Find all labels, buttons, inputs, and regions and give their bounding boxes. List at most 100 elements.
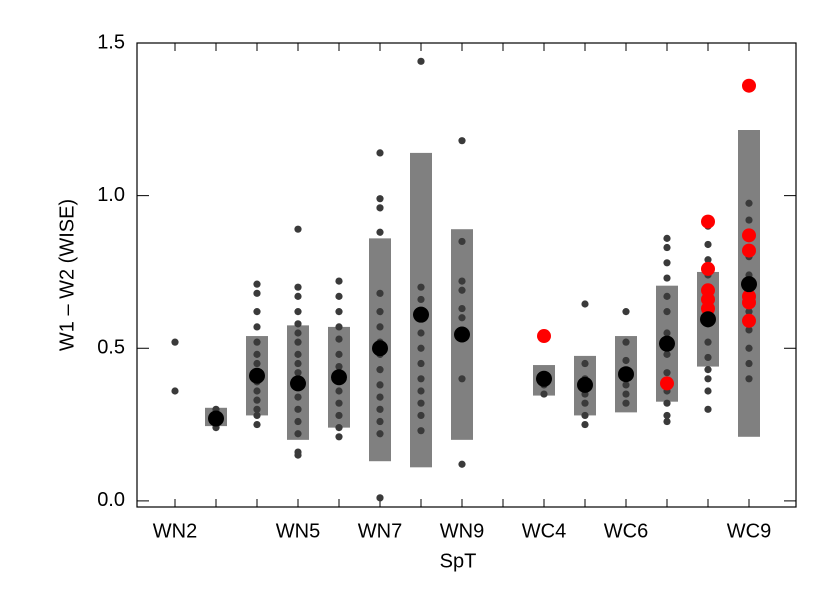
star-point [376,366,384,374]
star-point [663,259,671,267]
star-point [704,338,712,346]
star-point [253,338,261,346]
star-point [663,234,671,242]
highlight-point [701,261,715,276]
star-point [663,369,671,377]
star-point [704,405,712,413]
star-point [294,329,302,337]
star-point [253,420,261,429]
star-point [417,283,425,291]
mean-point [331,369,347,386]
star-point [335,323,343,331]
star-point [663,308,671,316]
star-point [745,359,753,368]
y-tick-label: 0.5 [97,337,125,359]
star-point [417,411,425,420]
plot-frame [136,42,797,508]
star-point [581,411,589,420]
star-point [294,308,302,316]
x-tick-label: WN7 [358,520,402,542]
star-point [294,369,302,377]
mean-point [700,311,716,328]
star-point [458,460,466,468]
star-point [663,274,671,282]
star-point [294,451,302,459]
y-tick-label: 1.0 [97,184,125,206]
star-point [622,399,630,407]
star-point [253,323,261,331]
highlight-point [742,78,756,93]
star-point [417,399,425,407]
star-point [294,292,302,300]
mean-point [290,375,306,392]
star-point [417,387,425,395]
star-point [622,356,630,365]
star-point [581,399,589,407]
star-point [335,362,343,371]
star-point [704,256,712,264]
star-point [704,353,712,362]
x-tick-label: WC9 [727,520,771,542]
star-point [335,399,343,407]
star-point [294,393,302,401]
star-point [663,411,671,420]
x-tick-label: WN5 [276,520,320,542]
star-point [704,366,712,374]
star-point [253,280,261,288]
star-point [294,430,302,438]
y-tick-label: 0.0 [97,489,125,511]
highlight-point [742,313,756,328]
star-point [745,375,753,383]
star-point [335,277,343,285]
highlight-point [742,243,756,258]
star-point [704,387,712,395]
star-point [335,411,343,420]
star-point [745,199,753,207]
mean-point [249,367,265,384]
mean-point [208,410,224,427]
star-point [376,381,384,389]
mean-point [413,306,429,323]
star-point [376,195,384,203]
star-point [663,329,671,337]
star-point [335,424,343,432]
x-axis-label: SpT [440,550,477,572]
star-point [663,292,671,300]
star-point [335,350,343,358]
star-point [417,427,425,435]
star-point [622,390,630,398]
star-point [294,350,302,358]
highlight-point [742,295,756,310]
star-point [663,399,671,407]
mean-point [659,335,675,352]
star-point [417,57,425,65]
star-point [253,308,261,316]
mean-point [536,370,552,387]
star-point [704,375,712,383]
star-point [622,338,630,346]
star-point [376,228,384,236]
highlight-point [660,376,674,391]
star-point [376,417,384,426]
star-point [171,338,179,346]
star-point [376,289,384,297]
star-point [458,137,466,145]
star-point [622,308,630,316]
x-tick-label: WN9 [440,520,484,542]
star-point [376,430,384,438]
star-point [745,326,753,334]
star-point [294,405,302,413]
star-point [376,405,384,413]
star-point [376,204,384,212]
star-point [171,387,179,395]
x-tick-label: WC4 [522,520,566,542]
star-point [704,240,712,249]
star-point [417,329,425,337]
mean-point [454,326,470,343]
star-point [458,304,466,313]
star-point [745,308,753,316]
star-point [335,308,343,316]
mean-point [372,340,388,357]
star-point [253,405,261,413]
